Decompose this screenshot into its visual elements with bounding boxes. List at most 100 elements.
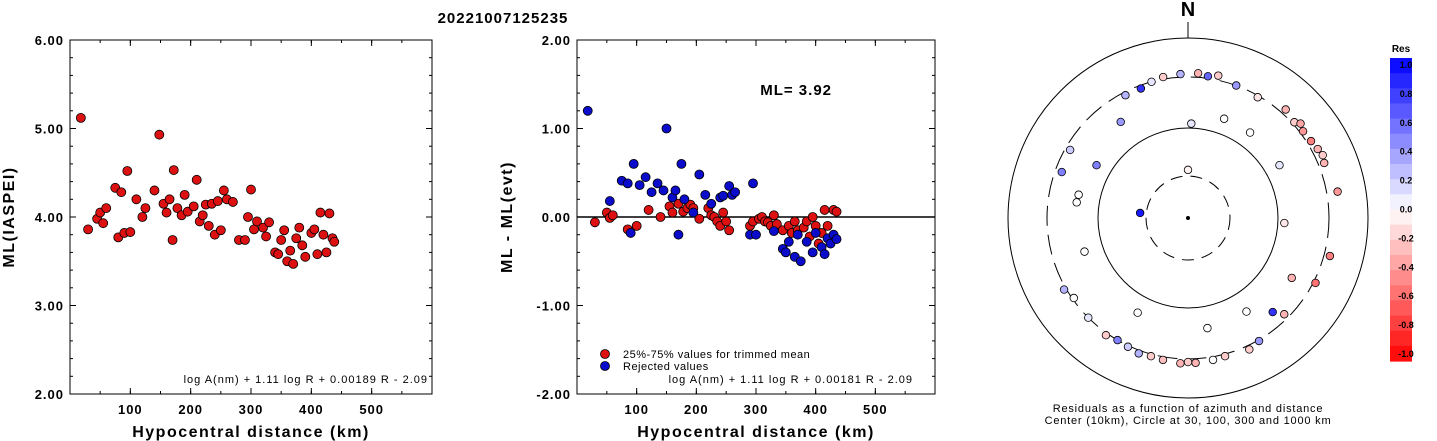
polar-data-point bbox=[1306, 136, 1316, 146]
left-ytick-label: 2.00 bbox=[35, 387, 64, 402]
left-data-point bbox=[140, 203, 151, 214]
ml-value-label: ML= 3.92 bbox=[760, 82, 832, 99]
left-data-point bbox=[243, 212, 253, 222]
left-data-point bbox=[125, 227, 136, 237]
left-data-point bbox=[172, 203, 183, 214]
middle-data-point bbox=[718, 207, 729, 218]
left-data-point bbox=[246, 184, 256, 195]
left-xtick-label: 200 bbox=[178, 402, 203, 417]
middle-data-point bbox=[792, 229, 803, 240]
colorbar-segment bbox=[1390, 239, 1412, 256]
left-data-point bbox=[215, 225, 226, 236]
middle-data-point bbox=[748, 178, 758, 189]
colorbar-tick-label: -0.4 bbox=[1398, 262, 1414, 272]
ring-100km bbox=[1097, 127, 1279, 309]
colorbar-segment bbox=[1390, 285, 1412, 301]
polar-data-point bbox=[1136, 84, 1146, 93]
left-data-point bbox=[324, 208, 335, 219]
polar-data-point bbox=[1121, 91, 1130, 100]
left-data-point bbox=[279, 225, 290, 236]
north-label: N bbox=[1181, 0, 1195, 21]
middle-data-point bbox=[694, 213, 705, 224]
left-data-point bbox=[191, 174, 202, 185]
polar-data-point bbox=[1072, 198, 1081, 207]
middle-axes: -2.00 -1.00 0.00 1.00 2.00 100 200 300 400 500 bbox=[536, 33, 935, 417]
left-data-point bbox=[164, 194, 175, 205]
left-data-point bbox=[321, 247, 332, 258]
middle-formula: log A(nm) + 1.11 log R + 0.00181 R - 2.0… bbox=[669, 374, 913, 386]
middle-data-point bbox=[622, 178, 633, 189]
center-point bbox=[1186, 216, 1190, 220]
middle-data-point bbox=[724, 181, 735, 191]
polar-data-point bbox=[1245, 345, 1254, 354]
colorbar-tick-label: 0.6 bbox=[1400, 118, 1413, 128]
left-data-point bbox=[264, 217, 275, 228]
polar-data-point bbox=[1280, 218, 1289, 228]
left-data-point bbox=[131, 194, 142, 205]
polar-data-point bbox=[1176, 359, 1185, 368]
left-data-point bbox=[212, 196, 223, 206]
middle-ytick-label: 2.00 bbox=[542, 33, 571, 48]
middle-data-point bbox=[751, 229, 761, 240]
polar-data-point bbox=[1135, 208, 1145, 218]
polar-data-point bbox=[1146, 352, 1156, 361]
middle-xtick-label: 100 bbox=[624, 402, 649, 417]
colorbar-tick-label: 0.4 bbox=[1400, 147, 1413, 157]
left-data-point bbox=[318, 229, 329, 240]
middle-data-point bbox=[582, 105, 593, 116]
left-data-point bbox=[312, 249, 323, 260]
polar-data-point bbox=[1280, 310, 1289, 319]
colorbar-tick-label: 0.8 bbox=[1400, 89, 1413, 99]
left-ytick-label: 3.00 bbox=[35, 299, 64, 314]
left-ytick-label: 6.00 bbox=[35, 33, 64, 48]
middle-data-point bbox=[769, 226, 779, 237]
polar-data-point bbox=[1176, 69, 1185, 79]
left-data-point bbox=[276, 235, 287, 245]
polar-data-point bbox=[1298, 127, 1308, 136]
middle-data-point bbox=[673, 229, 684, 240]
middle-data-point bbox=[658, 185, 669, 196]
middle-xtick-label: 400 bbox=[803, 402, 828, 417]
colorbar-segment bbox=[1390, 330, 1412, 347]
left-data-point bbox=[116, 187, 127, 198]
left-xtick-label: 100 bbox=[118, 402, 143, 417]
colorbar-segment bbox=[1390, 300, 1412, 317]
colorbar-segment bbox=[1390, 254, 1412, 271]
polar-data-point bbox=[1123, 342, 1133, 351]
polar-data-point bbox=[1219, 114, 1229, 123]
middle-ytick-label: -1.00 bbox=[536, 299, 571, 314]
middle-ytick-label: 0.00 bbox=[542, 210, 571, 225]
colorbar-segment bbox=[1390, 73, 1412, 89]
legend-red-marker bbox=[600, 349, 610, 359]
middle-data-point bbox=[604, 196, 615, 206]
ring-30km bbox=[1145, 175, 1231, 261]
left-data-point bbox=[294, 222, 305, 233]
middle-ytick-label: 1.00 bbox=[542, 122, 571, 137]
middle-data-point bbox=[730, 187, 741, 198]
left-data-point bbox=[197, 210, 208, 221]
colorbar-segment bbox=[1390, 315, 1412, 332]
left-data-point bbox=[291, 233, 302, 244]
left-ytick-label: 4.00 bbox=[35, 210, 64, 225]
polar-points bbox=[1057, 69, 1342, 368]
middle-data-point bbox=[655, 212, 666, 222]
polar-data-point bbox=[1320, 158, 1329, 168]
middle-data-point bbox=[789, 216, 800, 227]
middle-data-point bbox=[646, 187, 657, 198]
middle-xtick-label: 300 bbox=[744, 402, 769, 417]
polar-data-point bbox=[1187, 119, 1196, 128]
left-data-point bbox=[137, 212, 148, 222]
colorbar-segment bbox=[1390, 148, 1412, 165]
polar-data-point bbox=[1232, 81, 1241, 90]
left-data-point bbox=[218, 185, 229, 196]
middle-panel: -2.00 -1.00 0.00 1.00 2.00 100 200 300 400 500 ML… bbox=[499, 33, 936, 441]
left-data-point bbox=[315, 207, 326, 218]
polar-data-point bbox=[1147, 77, 1156, 87]
middle-data-point bbox=[661, 123, 672, 134]
polar-data-point bbox=[1084, 313, 1093, 322]
polar-data-point bbox=[1116, 117, 1125, 127]
polar-data-point bbox=[1059, 285, 1069, 294]
colorbar-segment bbox=[1390, 345, 1412, 362]
middle-data-point bbox=[625, 228, 636, 238]
